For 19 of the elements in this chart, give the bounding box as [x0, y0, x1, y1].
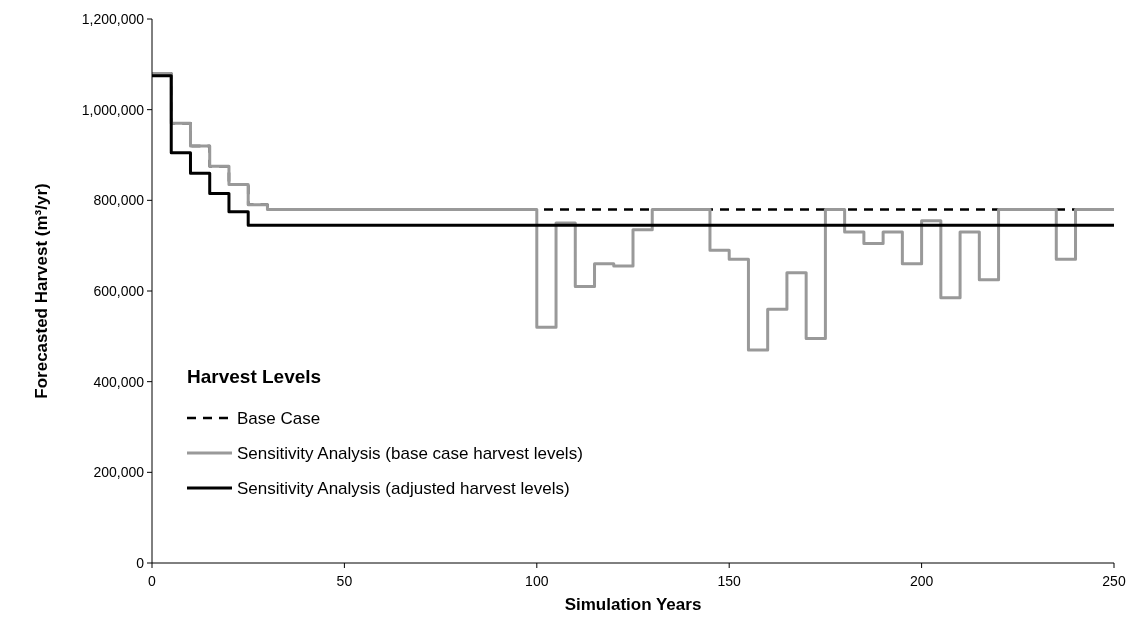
- x-tick-label: 0: [148, 573, 157, 589]
- y-tick-label: 1,200,000: [81, 10, 145, 27]
- x-tick-label: 250: [1102, 573, 1126, 589]
- legend-label: Base Case: [237, 408, 321, 428]
- legend-label: Sensitivity Analysis (adjusted harvest levels): [237, 478, 570, 498]
- y-tick-label: 1,000,000: [81, 101, 145, 118]
- y-tick-label: 600,000: [93, 282, 145, 299]
- legend-title: Harvest Levels: [187, 366, 322, 387]
- y-tick-label: 200,000: [93, 464, 145, 481]
- y-tick-label: 800,000: [93, 192, 145, 209]
- x-axis-title: Simulation Years: [564, 595, 702, 614]
- x-tick-label: 200: [909, 573, 934, 589]
- y-tick-label: 0: [136, 554, 145, 571]
- y-tick-label: 400,000: [93, 373, 145, 390]
- y-axis-title: Forecasted Harvest (m³/yr): [32, 183, 51, 399]
- legend-label: Sensitivity Analysis (base case harvest levels): [237, 443, 583, 463]
- x-tick-label: 50: [336, 573, 353, 589]
- x-tick-label: 150: [717, 573, 742, 589]
- x-tick-label: 100: [525, 573, 549, 589]
